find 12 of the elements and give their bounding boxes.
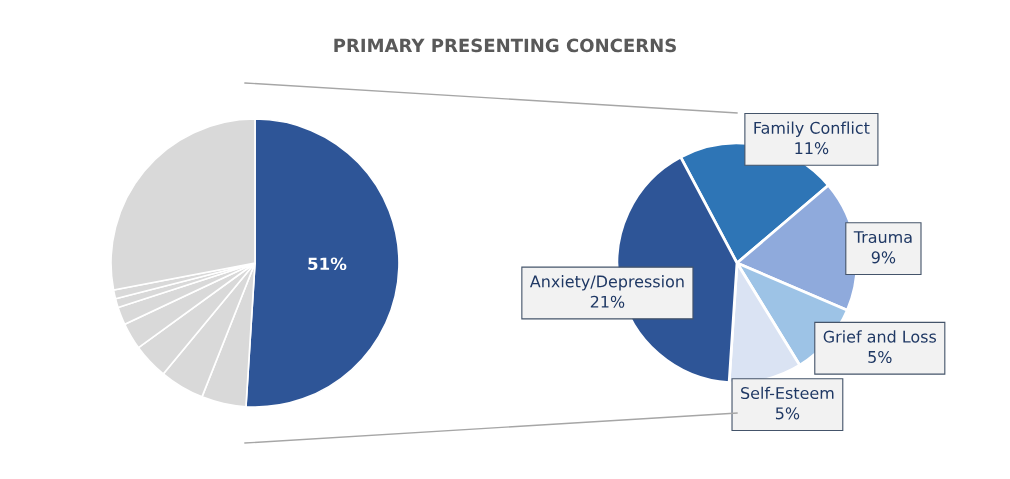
data-label: 5% [868, 350, 892, 363]
data-label: 11% [795, 142, 829, 155]
data-label: 9% [871, 251, 896, 264]
slice-label: Family Conflict [754, 121, 870, 137]
slice-label: Anxiety/Depression [529, 275, 684, 291]
text: PRIMARY PRESENTING CONCERNS [334, 38, 676, 53]
slice-label: Trauma [853, 231, 912, 244]
data-label: 21% [590, 295, 625, 308]
data-label: 51% [308, 257, 347, 271]
slice-label: Grief and Loss [823, 330, 937, 343]
slice-label: Self-Esteem [741, 386, 834, 400]
data-label: 5% [775, 407, 800, 420]
